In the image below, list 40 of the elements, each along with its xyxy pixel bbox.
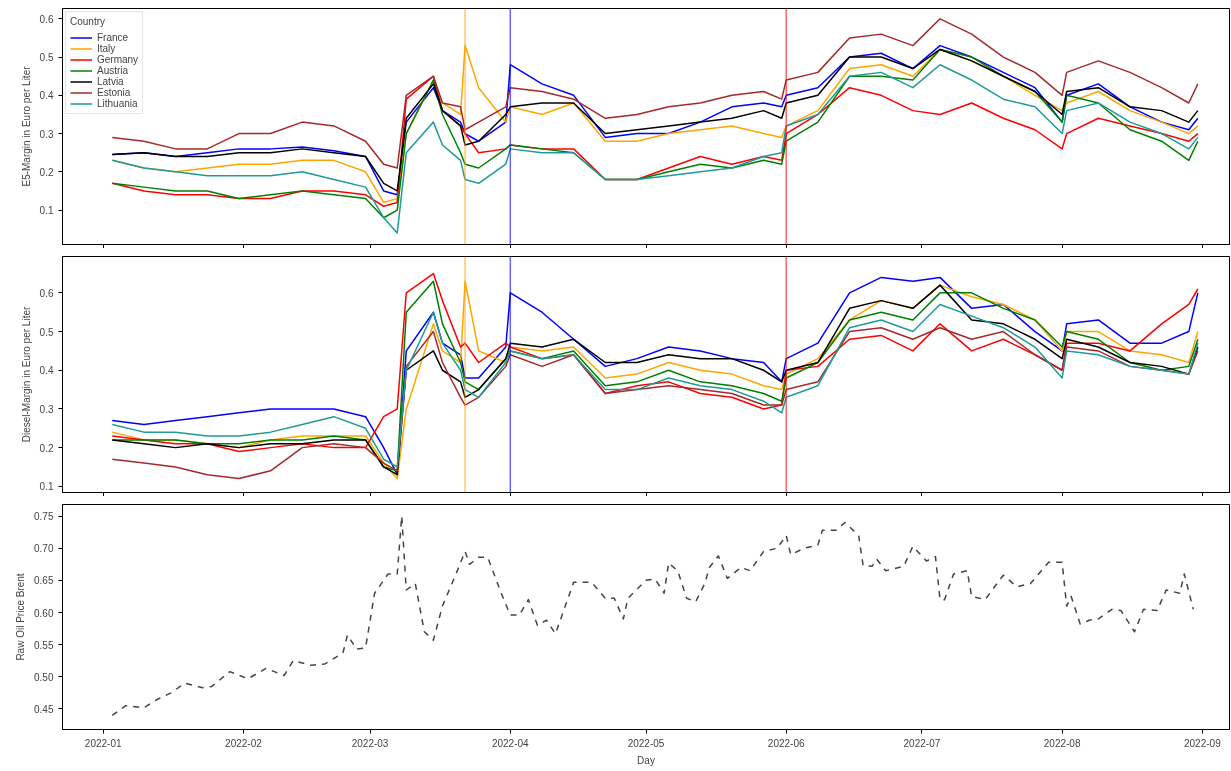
legend-label: Latvia [97, 76, 124, 87]
x-tick-label: 2022-07 [903, 737, 941, 749]
x-tick-label: 2022-06 [767, 737, 806, 749]
x-tick-label: 2022-09 [1184, 737, 1222, 749]
y-tick-label: 0.6 [39, 13, 54, 25]
y-tick-label: 0.50 [34, 671, 54, 683]
x-tick-label: 2022-03 [351, 737, 389, 749]
legend-label: Austria [97, 65, 129, 76]
x-tick-label: 2022-05 [627, 737, 665, 749]
legend-label: Italy [97, 43, 116, 54]
y-tick-label: 0.1 [39, 481, 54, 493]
y-tick-label: 0.4 [39, 365, 54, 377]
y-axis-title: Diesel-Margin in Euro per Liter [20, 306, 32, 443]
legend-label: France [97, 32, 129, 43]
x-tick-label: 2022-01 [84, 737, 122, 749]
y-tick-label: 0.75 [34, 511, 54, 523]
y-tick-label: 0.70 [34, 543, 54, 555]
y-tick-label: 0.45 [34, 703, 54, 715]
y-tick-label: 0.4 [39, 90, 54, 102]
legend-label: Germany [97, 54, 139, 65]
y-tick-label: 0.3 [39, 403, 54, 415]
y-tick-label: 0.5 [39, 52, 54, 64]
y-tick-label: 0.60 [34, 607, 54, 619]
y-tick-label: 0.1 [39, 205, 54, 217]
y-tick-label: 0.5 [39, 326, 54, 338]
y-tick-label: 0.6 [39, 287, 54, 299]
legend-label: Estonia [97, 87, 131, 98]
y-axis-title: E5-Margin in Euro per Liter [20, 65, 32, 187]
y-tick-label: 0.2 [39, 166, 54, 178]
legend-label: Lithuania [97, 98, 138, 109]
x-tick-label: 2022-08 [1043, 737, 1081, 749]
y-tick-label: 0.3 [39, 128, 54, 140]
y-tick-label: 0.65 [34, 575, 54, 587]
y-axis-title: Raw Oil Price Brent [15, 573, 27, 661]
x-axis-title: Day [637, 754, 655, 766]
x-tick-label: 2022-04 [491, 737, 530, 749]
legend-title: Country [70, 16, 106, 27]
y-tick-label: 0.2 [39, 442, 54, 454]
x-tick-label: 2022-02 [225, 737, 263, 749]
y-tick-label: 0.55 [34, 639, 54, 651]
